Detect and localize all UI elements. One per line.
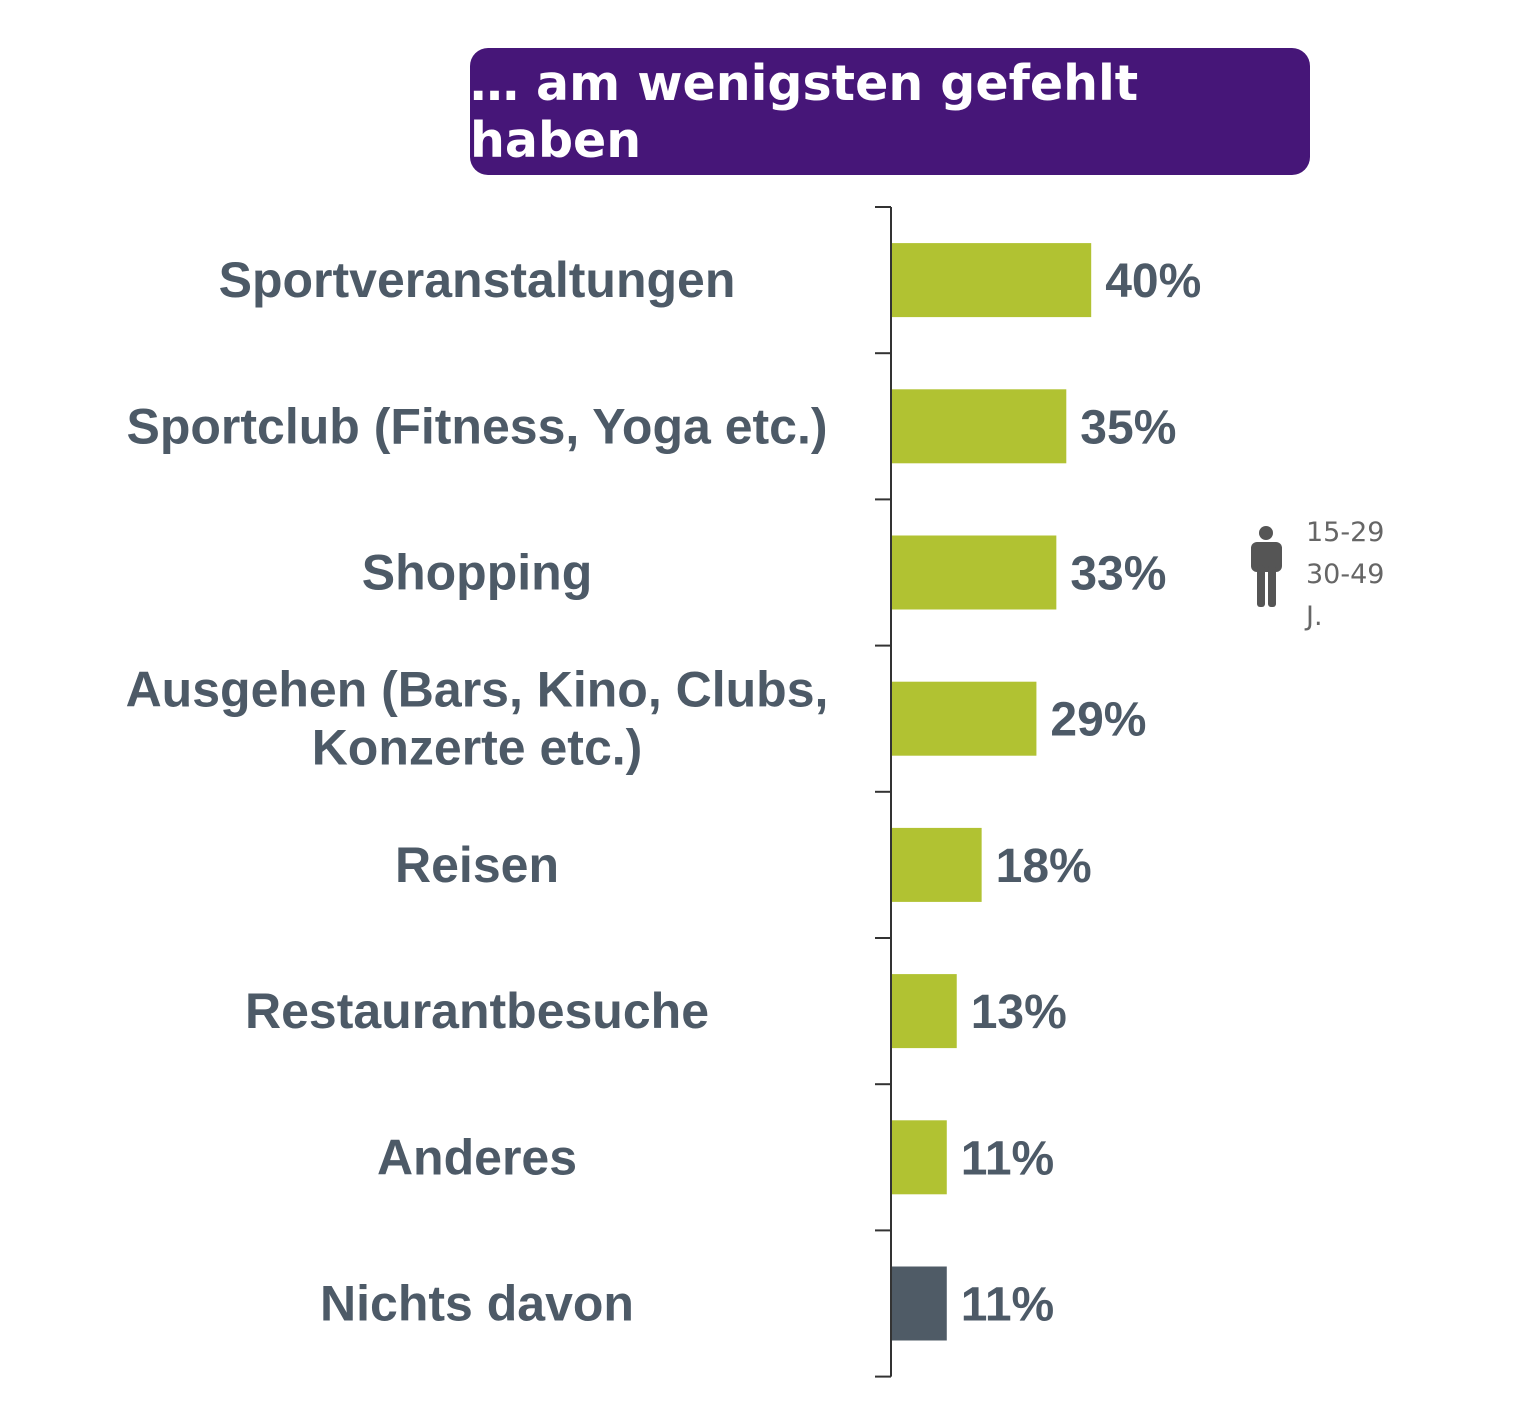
bar xyxy=(892,827,982,902)
value-label: 11% xyxy=(961,1279,1054,1332)
value-label: 18% xyxy=(996,840,1092,893)
bar xyxy=(892,1266,947,1341)
bar xyxy=(892,974,957,1049)
value-label: 33% xyxy=(1070,548,1166,601)
legend-label: 15-29 xyxy=(1306,517,1384,548)
person-icon-leg xyxy=(1268,565,1276,607)
category-label: Nichts davon xyxy=(320,1276,634,1332)
category-label: Shopping xyxy=(362,545,593,601)
bar xyxy=(892,243,1092,318)
person-icon-head xyxy=(1259,526,1273,540)
value-label: 29% xyxy=(1050,694,1146,747)
legend-label: 30-49 xyxy=(1306,559,1384,590)
category-label: Anderes xyxy=(377,1129,577,1185)
value-label: 13% xyxy=(971,986,1067,1039)
bar xyxy=(892,389,1067,464)
bar xyxy=(892,1120,947,1195)
bar xyxy=(892,535,1057,610)
chart-title-banner: … am wenigsten gefehlt haben xyxy=(470,48,1310,175)
category-label: Konzerte etc.) xyxy=(312,720,643,776)
value-label: 35% xyxy=(1080,401,1176,454)
value-label: 40% xyxy=(1105,255,1201,308)
category-label: Sportclub (Fitness, Yoga etc.) xyxy=(126,398,827,454)
person-icon-body xyxy=(1251,542,1282,572)
person-icon-leg xyxy=(1257,565,1265,607)
category-label: Reisen xyxy=(395,837,559,893)
chart-title: … am wenigsten gefehlt haben xyxy=(470,54,1139,169)
value-label: 11% xyxy=(961,1132,1054,1185)
category-label: Restaurantbesuche xyxy=(245,983,709,1039)
legend-label: J. xyxy=(1304,601,1323,632)
category-label: Sportveranstaltungen xyxy=(219,252,736,308)
category-label: Ausgehen (Bars, Kino, Clubs, xyxy=(126,662,829,718)
bar xyxy=(892,681,1037,756)
